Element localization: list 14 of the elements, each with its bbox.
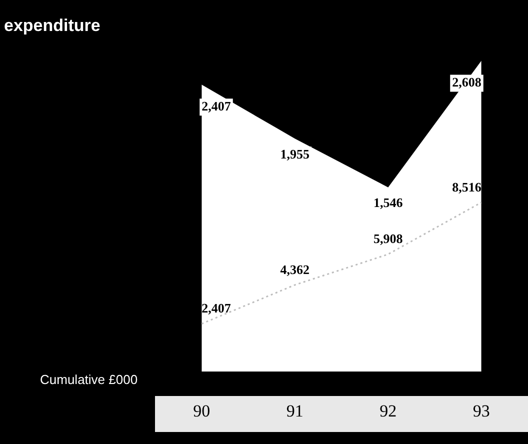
data-label: 5,908	[374, 231, 404, 246]
chart-title: expenditure	[4, 16, 100, 36]
x-tick-label: 93	[472, 401, 490, 420]
data-label: 2,608	[452, 74, 482, 90]
x-tick-label: 92	[380, 401, 397, 420]
data-label: 1,955	[280, 146, 310, 162]
data-label: 4,362	[280, 262, 310, 277]
data-label: 1,546	[374, 195, 404, 210]
x-tick-label: 91	[286, 401, 304, 420]
data-label: 2,407	[202, 98, 232, 114]
y-axis-title: Cumulative £000	[40, 372, 138, 387]
data-label: 2,407	[202, 300, 232, 316]
x-tick-label: 90	[193, 401, 210, 420]
data-label: 8,516	[452, 179, 482, 194]
